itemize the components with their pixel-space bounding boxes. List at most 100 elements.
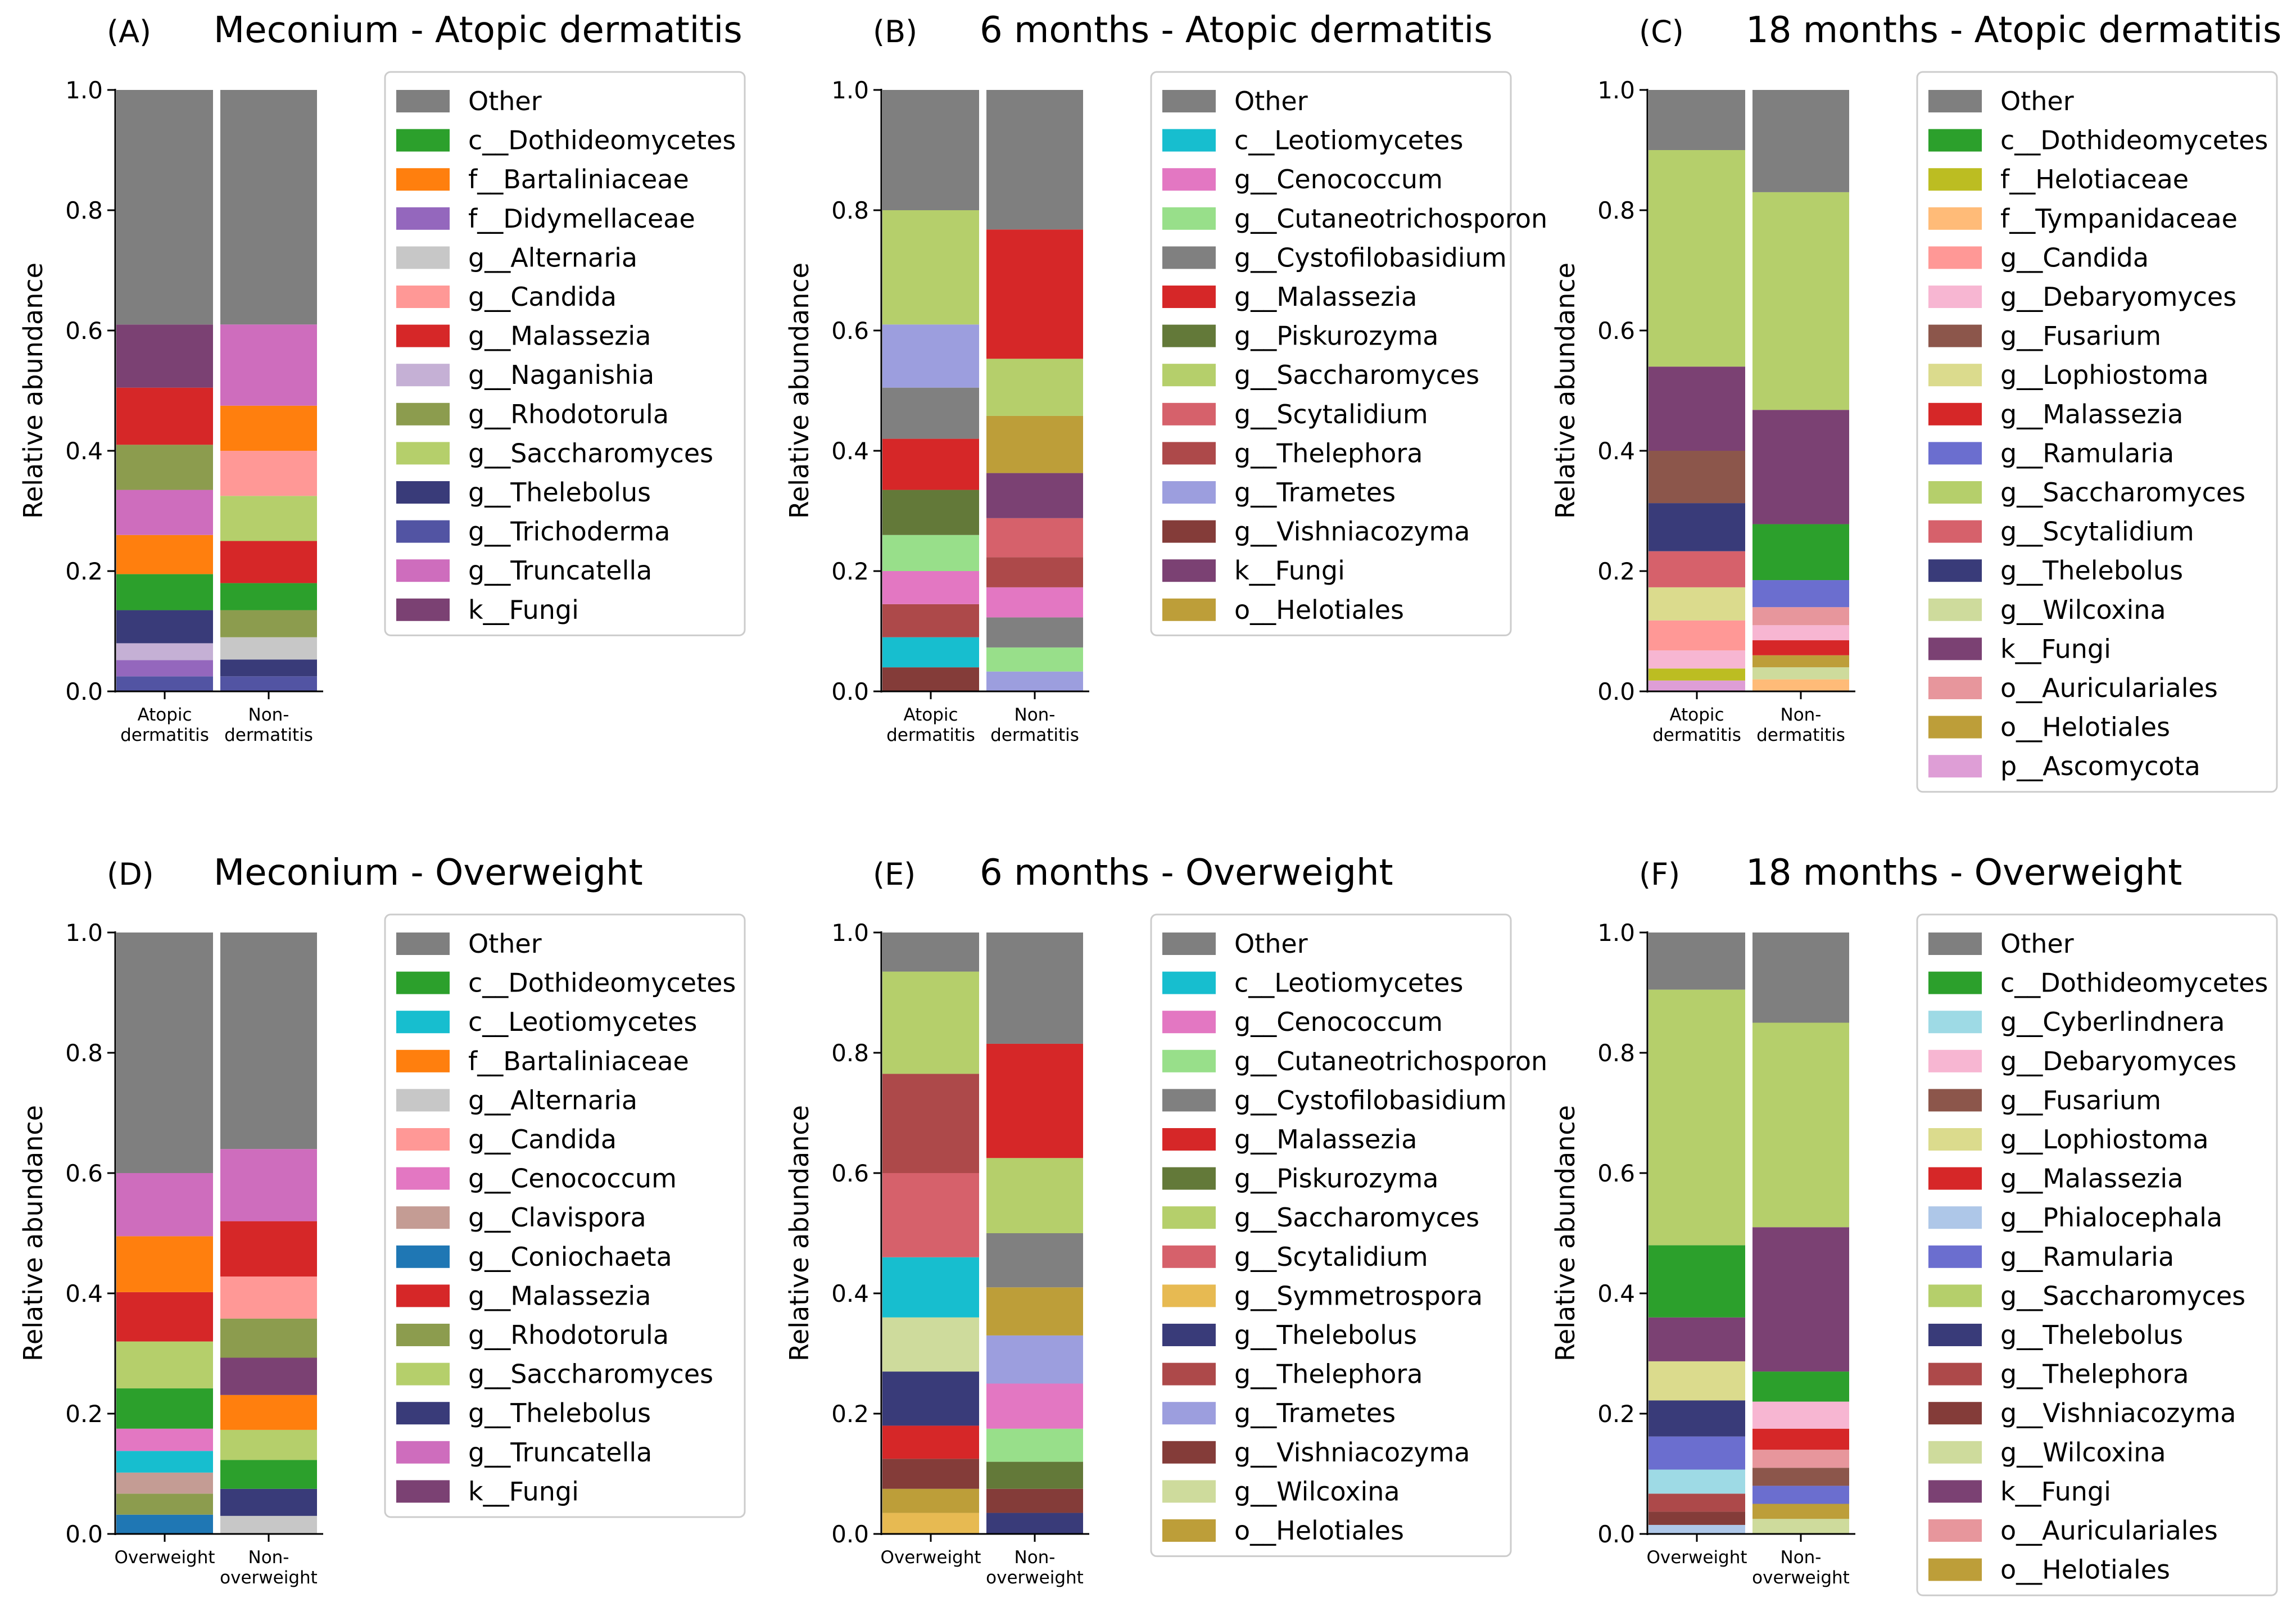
- legend-label: f__Helotiaceae: [2000, 164, 2189, 194]
- y-tick-label: 0.0: [831, 678, 869, 705]
- legend-label: g__Saccharomyces: [2000, 477, 2245, 508]
- bar-segment-g-debaryomyces: [1649, 650, 1745, 669]
- bar-segment-f-helotiaceae: [1649, 668, 1745, 681]
- bar-segment-g-thelebolus: [1649, 503, 1745, 551]
- legend-label: g__Thelebolus: [2000, 1320, 2183, 1350]
- bar-segment-g-cystofilobasidium: [986, 617, 1083, 648]
- y-tick-label: 0.8: [65, 1039, 103, 1067]
- bar-segment-g-cutaneotrichosporon: [986, 647, 1083, 672]
- legend-swatch: [1162, 1362, 1216, 1386]
- bar-segment-f-bartaliniaceae: [116, 535, 213, 574]
- legend-swatch: [396, 559, 450, 582]
- y-tick-label: 0.6: [831, 1160, 869, 1187]
- legend-label: g__Trametes: [1234, 477, 1396, 508]
- legend-label: g__Vishniacozyma: [1234, 1437, 1470, 1468]
- bar-segment-g-cenococcum: [882, 571, 979, 604]
- bar-segment-other: [1752, 932, 1849, 1023]
- legend-swatch: [1928, 286, 1982, 308]
- legend-label: g__Truncatella: [468, 555, 652, 586]
- x-category-label-line: overweight: [1752, 1568, 1850, 1588]
- legend-label: g__Coniochaeta: [468, 1242, 672, 1272]
- y-tick-label: 0.4: [1597, 437, 1635, 465]
- legend-swatch: [1162, 481, 1216, 504]
- legend-swatch: [396, 1089, 450, 1112]
- bar-segment-c-dothideomycetes: [1752, 524, 1849, 581]
- bar-segment-g-ramularia: [1752, 1486, 1849, 1504]
- bar-segment-other: [986, 932, 1083, 1044]
- legend-label: g__Symmetrospora: [1234, 1280, 1483, 1311]
- bar-segment-g-vishniacozyma: [882, 667, 979, 691]
- x-category-label: Atopic dermatitis: [1652, 705, 1741, 745]
- bar-segment-k-fungi: [1649, 366, 1745, 451]
- bar-segment-other: [1649, 932, 1745, 990]
- legend-frame: [1916, 913, 2278, 1596]
- bar-segment-g-thelephora: [882, 1074, 979, 1173]
- legend-label: g__Alternaria: [468, 1085, 637, 1115]
- x-category-label-line: dermatitis: [224, 725, 313, 745]
- x-category-label-line: Atopic: [137, 705, 192, 725]
- legend-label: g__Saccharomyces: [1234, 360, 1479, 390]
- y-tick-label: 0.4: [1597, 1280, 1635, 1307]
- bar-segment-c-dothideomycetes: [116, 1388, 213, 1429]
- x-category-label: Non-overweight: [986, 1547, 1084, 1588]
- legend-label: g__Clavispora: [468, 1202, 646, 1233]
- bar-segment-g-lophiostoma: [1649, 1361, 1745, 1401]
- y-tick-label: 1.0: [1597, 76, 1635, 104]
- bar-segment-g-rhodotorula: [220, 610, 317, 637]
- legend-swatch: [1928, 1519, 1982, 1542]
- x-category-label-line: Atopic: [903, 705, 958, 725]
- legend-swatch: [1928, 1011, 1982, 1034]
- y-tick-label: 0.6: [65, 1160, 103, 1187]
- bar-segment-g-vishniacozyma: [1649, 1511, 1745, 1525]
- legend-swatch: [396, 1480, 450, 1503]
- legend-swatch: [1928, 1324, 1982, 1346]
- bar-segment-g-saccharomyces: [986, 1158, 1083, 1233]
- legend-swatch: [396, 932, 450, 955]
- x-category-label-line: dermatitis: [120, 725, 209, 745]
- bar-segment-other: [1752, 90, 1849, 192]
- legend-label: g__Cystofilobasidium: [1234, 242, 1507, 273]
- legend-swatch: [396, 1284, 450, 1307]
- bar-segment-o-helotiales: [1752, 1504, 1849, 1519]
- legend-label: g__Lophiostoma: [2000, 1124, 2209, 1155]
- panel-title: Meconium - Overweight: [214, 852, 643, 894]
- legend-label: g__Cenococcum: [468, 1164, 677, 1194]
- legend-label: g__Fusarium: [2000, 321, 2161, 351]
- legend-label: g__Wilcoxina: [1234, 1476, 1400, 1506]
- bar-segment-g-ramularia: [1752, 580, 1849, 608]
- x-category-label-line: dermatitis: [1756, 725, 1845, 745]
- bar-segment-other: [882, 932, 979, 972]
- legend-label: c__Leotiomycetes: [1234, 125, 1463, 156]
- x-category-label-line: overweight: [986, 1568, 1084, 1588]
- y-tick-label: 0.0: [1597, 678, 1635, 705]
- legend-label: g__Alternaria: [468, 242, 637, 273]
- legend-swatch: [1162, 520, 1216, 543]
- legend-label: k__Fungi: [468, 595, 579, 625]
- y-tick-label: 0.2: [831, 1400, 869, 1428]
- legend-label: g__Candida: [2000, 242, 2149, 273]
- bar-segment-g-fusarium: [1752, 1468, 1849, 1486]
- legend-swatch: [1162, 1245, 1216, 1268]
- x-category-label: Overweight: [1646, 1547, 1747, 1568]
- legend-label: Other: [1234, 929, 1308, 959]
- bar-segment-c-dothideomycetes: [220, 1460, 317, 1489]
- bar-segment-g-alternaria: [220, 1515, 317, 1534]
- bar-segment-g-candida: [1649, 620, 1745, 651]
- panel-letter: (F): [1639, 857, 1680, 892]
- legend-label: g__Piskurozyma: [1234, 1164, 1438, 1194]
- legend-swatch: [396, 1049, 450, 1072]
- bar-segment-g-piskurozyma: [986, 1461, 1083, 1489]
- bar-segment-g-cutaneotrichosporon: [882, 535, 979, 571]
- legend-label: g__Truncatella: [468, 1437, 652, 1468]
- y-tick-label: 0.2: [1597, 1400, 1635, 1428]
- legend-label: c__Leotiomycetes: [468, 1007, 697, 1037]
- y-tick-label: 0.4: [65, 1280, 103, 1307]
- bar-segment-f-didymellaceae: [116, 660, 213, 677]
- bar-segment-g-candida: [220, 451, 317, 496]
- legend-label: k__Fungi: [2000, 1476, 2111, 1506]
- legend-swatch: [396, 207, 450, 230]
- legend-label: g__Cutaneotrichosporon: [1234, 1046, 1547, 1076]
- legend-label: g__Scytalidium: [1234, 399, 1428, 429]
- legend-swatch: [1162, 971, 1216, 994]
